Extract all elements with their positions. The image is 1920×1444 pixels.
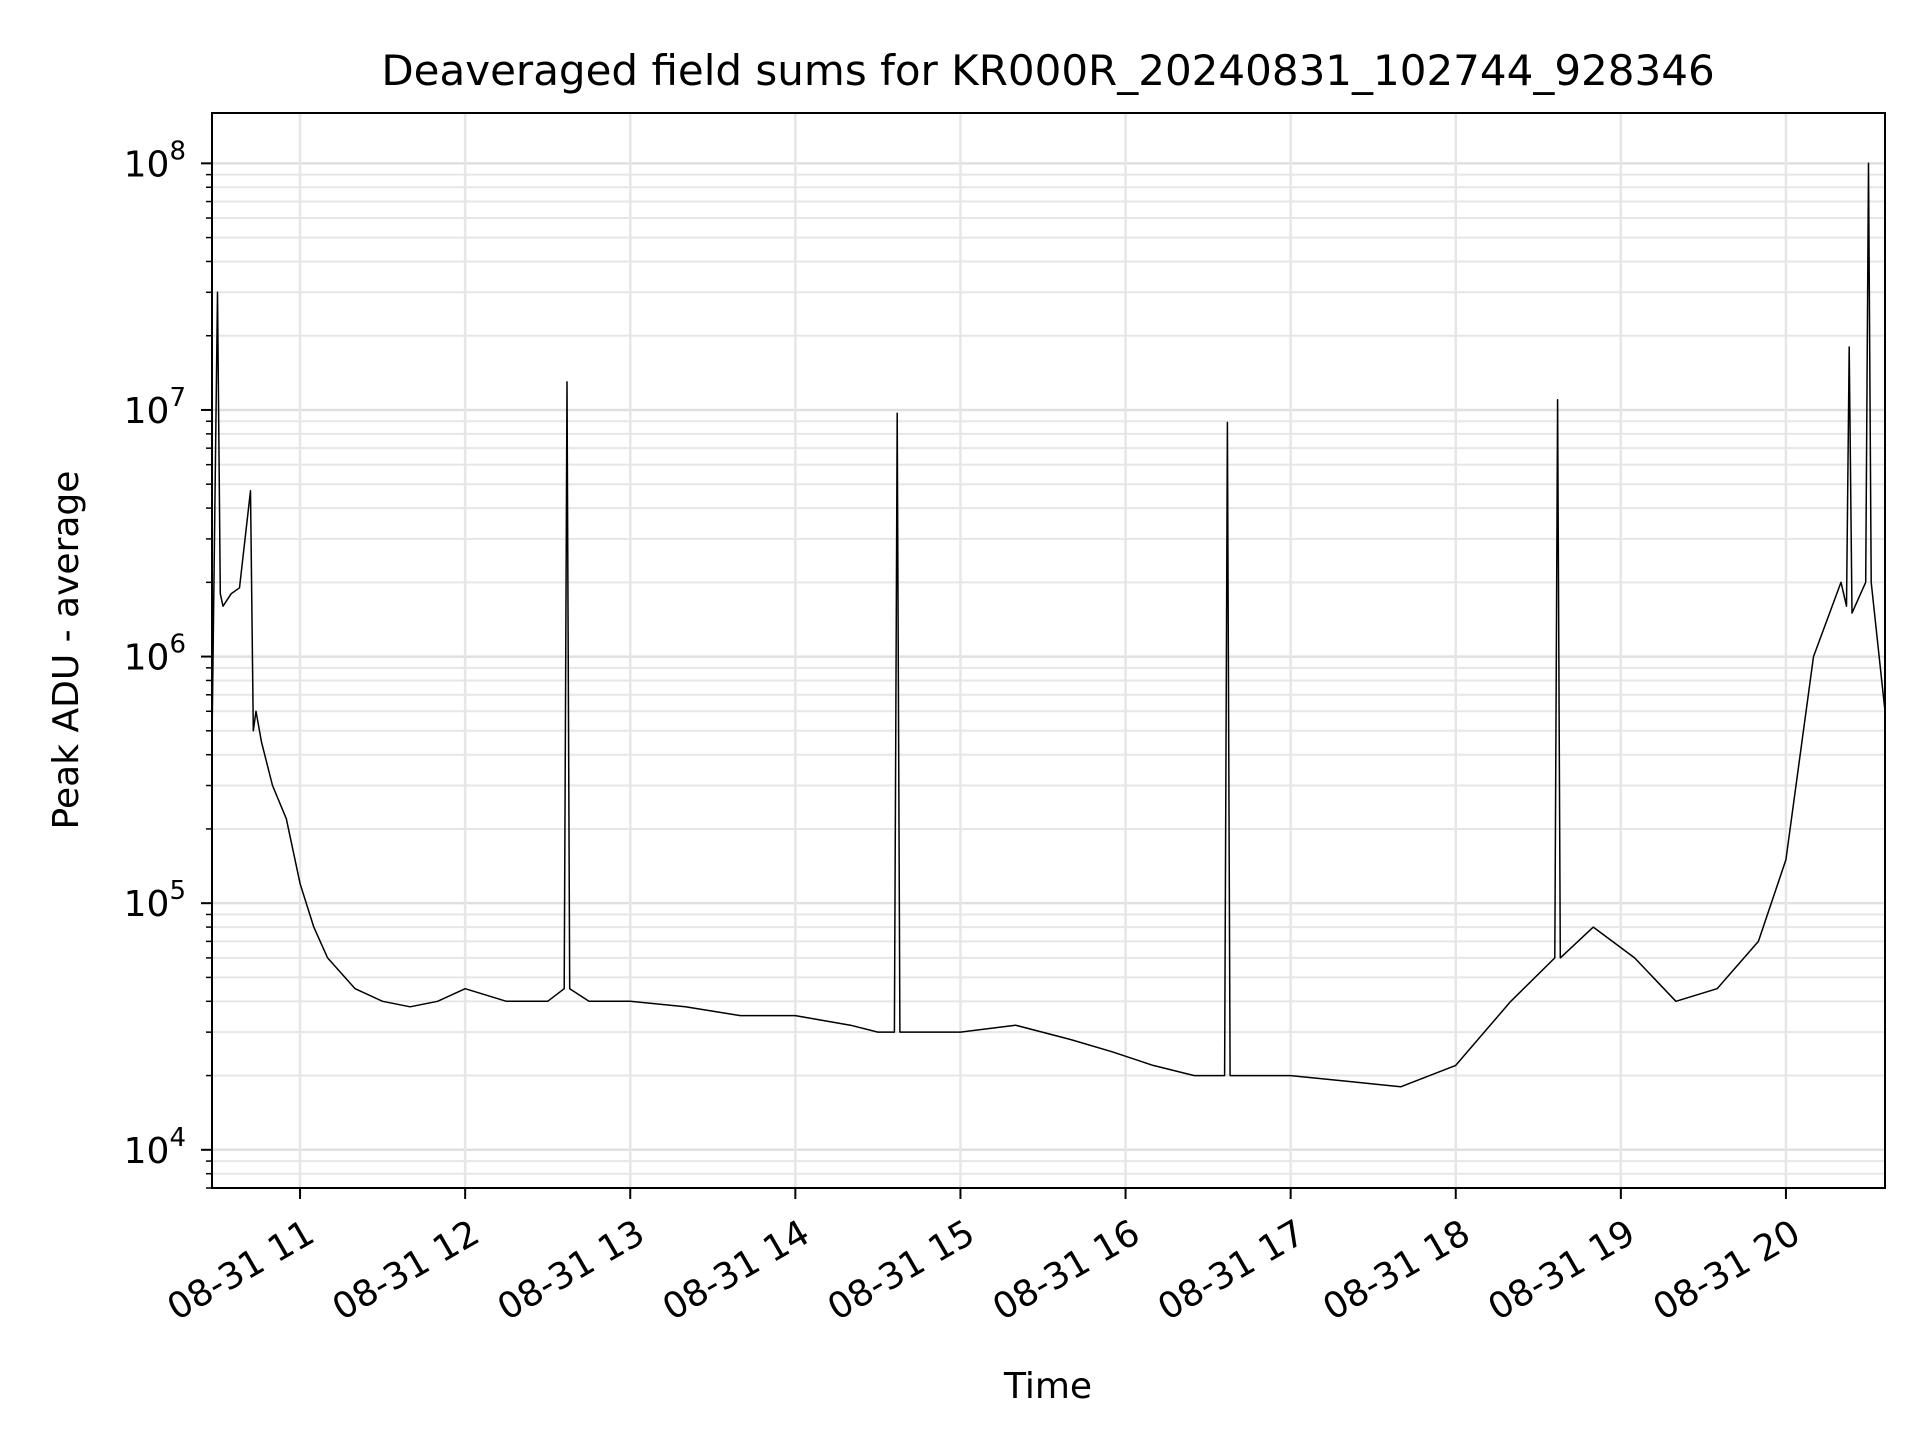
y-tick-label: 106 xyxy=(124,630,186,679)
plot-frame xyxy=(211,112,1886,1189)
y-axis-label: Peak ADU - average xyxy=(46,471,87,830)
series-line xyxy=(211,162,1886,1088)
y-axis: 104 105 106 107 108 xyxy=(124,136,212,1189)
chart-title: Deaveraged field sums for KR000R_2024083… xyxy=(381,46,1714,95)
grid xyxy=(212,113,1885,1189)
series-line-group xyxy=(211,162,1886,1088)
y-tick-label: 104 xyxy=(124,1123,186,1172)
y-tick-label: 105 xyxy=(124,876,186,925)
y-tick-label: 108 xyxy=(124,136,186,185)
y-tick-label: 107 xyxy=(124,383,186,432)
x-axis-label: Time xyxy=(1003,1366,1092,1407)
